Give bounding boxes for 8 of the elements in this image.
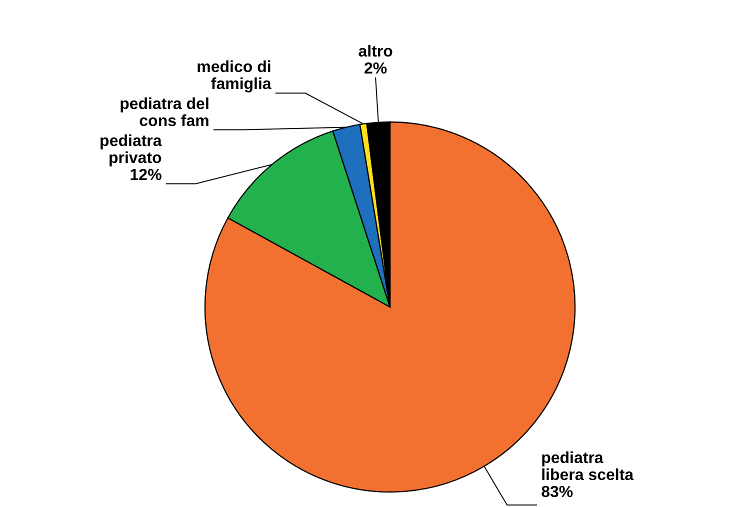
slice-label: medico di famiglia (196, 59, 272, 94)
data-label: 2% (364, 60, 388, 78)
slice-label: pediatra del cons fam (120, 96, 210, 130)
data-label: 12% (130, 166, 162, 184)
slice-label: altro (358, 43, 394, 60)
slice-label: pediatra privato (100, 132, 162, 167)
data-label: 83% (541, 484, 574, 501)
slice-label: pediatra libera scelta (541, 450, 634, 484)
